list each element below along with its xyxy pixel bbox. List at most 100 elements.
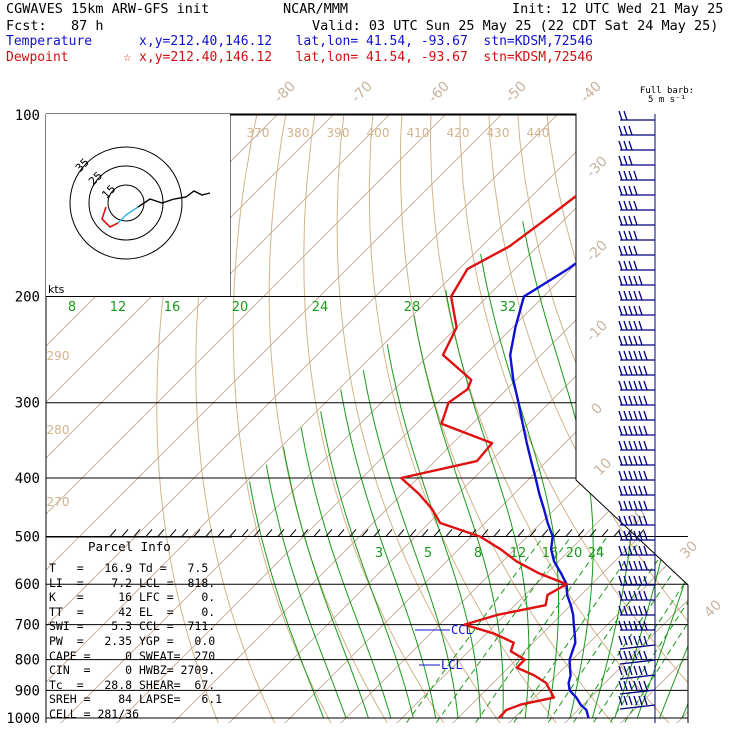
diagram-frame [46,113,689,723]
wind-barb-flag [628,275,633,286]
wind-barb-flag [618,515,623,526]
moist-adiabat [340,389,437,719]
hatch-mark [181,529,189,537]
wind-barb-flag [638,515,643,526]
wind-barb-flag [623,140,628,151]
wind-barb-flag [623,530,628,541]
wind-barb-flag [628,500,633,511]
wind-barb-flag [638,410,643,421]
wind-barb-flag [628,605,633,616]
wind-barb-flag [633,260,638,271]
wind-barb-flag [643,455,648,466]
wind-barb-flag [623,425,628,436]
parcel-info-row: SWI = 5.3 CCL = 711. [49,619,216,634]
wind-barb-flag [628,560,633,571]
wind-barb-flag [628,455,633,466]
wind-barb-flag [628,395,633,406]
pressure-label: 500 [15,529,40,545]
wind-barb-flag [623,305,628,316]
wind-barb-flag [623,575,628,586]
mixing-ratio-line [587,536,688,723]
hatch-mark [421,529,429,537]
wind-barb-flag [633,620,638,631]
mixing-ratio-line [604,536,688,723]
wind-barb-flag [633,590,638,601]
wind-barb-flag [638,530,643,541]
wind-barb-flag [623,620,628,631]
parcel-info-row: Tc = 28.8 SHEAR= 67. [49,677,216,692]
hatch-mark [637,529,645,537]
pressure-label: 800 [15,653,40,669]
wind-barb-flag [628,620,633,631]
hodograph-units: kts [48,283,65,296]
wind-barb-flag [618,590,623,601]
theta-e-label: 410 [407,126,430,140]
isotherm [46,114,529,723]
wind-barb-flag [633,440,638,451]
dry-adiabat [195,114,279,723]
wind-barb-flag [638,275,643,286]
temperature-tick-label: -80 [271,78,298,105]
isotherm [500,114,688,723]
wind-barb-flag [633,380,638,391]
wind-barb-flag [633,500,638,511]
parcel-info-row: K = 16 LFC = 0. [49,590,216,605]
hatch-mark [265,529,273,537]
dry-adiabat [713,87,740,730]
wind-barb-flag [623,545,628,556]
wind-barb-flag [633,425,638,436]
hatch-mark [505,529,513,537]
wind-barb-flag [618,245,623,256]
dry-adiabat [599,114,688,723]
wind-barb-flag [628,410,633,421]
hatch-mark [109,529,117,537]
moist-adiabat-label: 28 [404,300,421,315]
wind-barb-flag [643,425,648,436]
wind-barb-flag [643,380,648,391]
wind-barb-flag [643,680,648,691]
wind-barb-flag [633,170,638,181]
mixing-ratio-line [567,536,688,723]
wind-barb-flag [628,170,633,181]
wind-barb-flag [633,545,638,556]
wind-barb-flag [633,350,638,361]
dry-adiabat [336,114,507,723]
isotherm [668,114,688,723]
wind-barb-flag [618,695,623,706]
mixing-ratio-line [618,536,688,723]
wind-barb-flag [643,650,648,661]
wind-barb-shaft [619,689,656,695]
pressure-label: 600 [15,577,40,593]
hatch-mark [541,529,549,537]
moist-adiabat [480,253,559,719]
wind-barb-shaft [619,644,656,650]
wind-barb-flag [618,500,623,511]
temperature-tick-label: -30 [583,153,610,180]
wind-barb-flag [638,335,643,346]
isotherm [276,114,688,723]
wind-barb-flag [643,530,648,541]
moist-adiabat [265,464,347,719]
moist-adiabat-label: 32 [500,300,517,315]
parcel-info-row: CAPE = 0 SWEAT= 270 [49,648,216,663]
wind-barb-flag [643,410,648,421]
hatch-mark [301,529,309,537]
wind-barb-flag [623,515,628,526]
wind-barb-flag [623,485,628,496]
wind-barb-flag [623,695,628,706]
wind-barb-flag [638,365,643,376]
hatch-mark [217,529,225,537]
wind-barb-flag [633,335,638,346]
temperature-legend: Temperature x,y=212.40,146.12 lat,lon= 4… [6,34,593,49]
wind-barb-flag [623,350,628,361]
wind-barb-flag [623,635,628,646]
wind-barb-flag [643,395,648,406]
wind-barb-flag [623,380,628,391]
wind-barb-flag [618,155,623,166]
temperature-tick-label: -10 [583,317,610,344]
wind-barb-flag [618,185,623,196]
wind-barb-flag [618,680,623,691]
hatch-mark [373,529,381,537]
wind-barb-flag [643,635,648,646]
mixing-ratio-label: 20 [566,546,583,561]
